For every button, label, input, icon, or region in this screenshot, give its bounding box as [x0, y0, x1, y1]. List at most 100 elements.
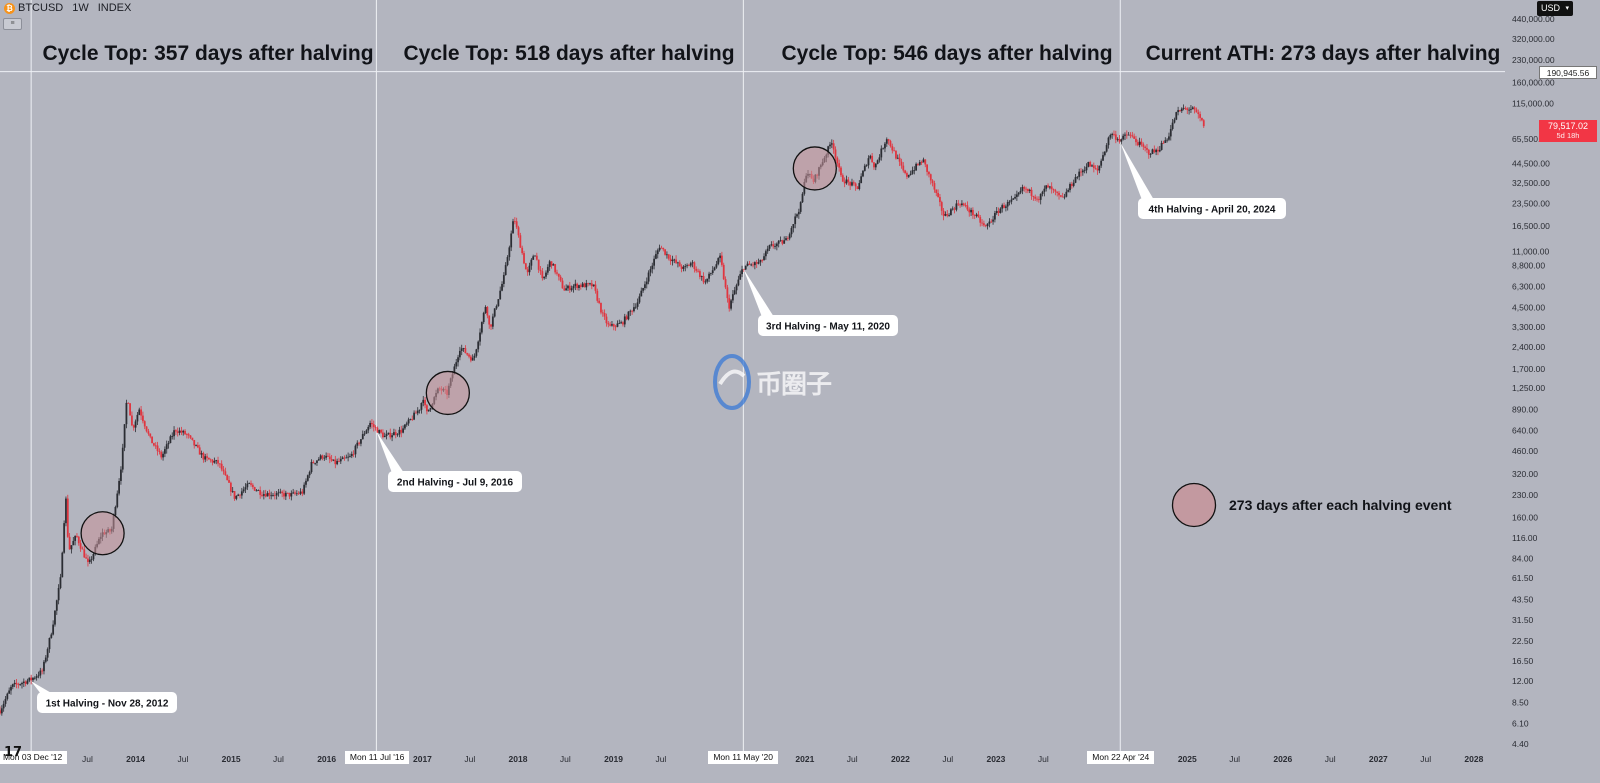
symbol-header: ₿ BTCUSD 1W INDEX: [0, 0, 140, 16]
candle-body: [87, 558, 89, 562]
candle-body: [592, 284, 595, 287]
interval-label[interactable]: 1W: [72, 2, 89, 14]
candle-body: [303, 484, 306, 494]
y-tick-label: 11,000.00: [1512, 246, 1549, 256]
candle-body: [301, 491, 304, 494]
candle-body: [979, 217, 982, 223]
candle-body: [246, 483, 249, 488]
candle-body: [398, 429, 401, 435]
candle-body: [266, 492, 269, 497]
candle-body: [327, 455, 329, 457]
candle-body: [552, 264, 555, 266]
candle-body: [66, 498, 69, 537]
candle-body: [715, 264, 718, 268]
candle-body: [918, 162, 921, 165]
candle-body: [1001, 205, 1004, 209]
candle-body: [709, 272, 712, 274]
candle-body: [1087, 162, 1090, 167]
candle-body: [827, 146, 830, 155]
candle-body: [484, 306, 487, 314]
candle-body: [984, 225, 987, 227]
candle-body: [11, 684, 14, 687]
candle-body: [733, 290, 736, 295]
candle-body: [913, 170, 916, 172]
candle-body: [568, 285, 571, 291]
candle-body: [195, 445, 197, 446]
currency-select[interactable]: USD ▾: [1537, 1, 1573, 16]
candle-body: [578, 285, 580, 289]
candle-body: [455, 362, 458, 367]
candle-body: [772, 244, 775, 247]
candle-body: [380, 429, 383, 433]
y-tick-label: 320.00: [1512, 469, 1538, 479]
candle-body: [1006, 202, 1009, 207]
candle-body: [1118, 138, 1121, 142]
candle-body: [1034, 196, 1037, 199]
candle-body: [746, 263, 749, 266]
candle-body: [416, 410, 419, 414]
candle-body: [1008, 201, 1011, 203]
candle-body: [926, 164, 929, 172]
candle-body: [316, 460, 318, 463]
candle-body: [1201, 117, 1203, 121]
candle-body: [1111, 133, 1114, 136]
candle-body: [1076, 176, 1079, 178]
legend-circle: [1171, 482, 1217, 528]
candle-body: [1058, 192, 1060, 196]
candle-body: [187, 434, 190, 436]
candle-body: [548, 261, 551, 268]
candle-body: [167, 443, 170, 445]
candle-body: [468, 354, 470, 357]
tradingview-logo-icon[interactable]: 17: [4, 745, 23, 760]
candle-body: [1149, 153, 1152, 155]
candle-body: [1188, 109, 1191, 111]
candle-body: [52, 624, 55, 635]
x-date-tag: Mon 22 Apr '24: [1087, 751, 1155, 764]
candle-body: [970, 209, 972, 213]
candle-body: [713, 267, 716, 271]
candle-body: [235, 495, 238, 499]
candle-body: [306, 475, 309, 481]
candle-body: [290, 493, 293, 497]
candle-body: [719, 255, 721, 259]
candle-body: [173, 430, 175, 437]
candle-body: [1109, 135, 1112, 138]
candle-body: [1026, 188, 1029, 192]
candle-body: [396, 434, 399, 436]
candle-body: [142, 415, 144, 422]
candle-body: [711, 270, 714, 273]
candle-body: [341, 457, 344, 460]
candle-body: [114, 506, 117, 516]
candle-body: [739, 274, 742, 280]
candle-body: [268, 492, 271, 496]
candle-body: [352, 453, 355, 455]
y-tick-label: 16.50: [1512, 656, 1534, 666]
candle-body: [178, 430, 181, 433]
candle-body: [682, 266, 685, 269]
candle-body: [140, 409, 142, 416]
candle-body: [858, 183, 861, 190]
candle-body: [885, 139, 888, 144]
symbol-label[interactable]: BTCUSD: [18, 2, 64, 14]
candle-body: [1190, 109, 1192, 110]
candle-body: [1129, 134, 1132, 136]
candle-body: [841, 175, 844, 182]
candle-body: [1177, 110, 1180, 113]
collapse-legend-button[interactable]: ≡: [3, 18, 22, 30]
candle-body: [669, 258, 672, 262]
candle-body: [415, 412, 417, 414]
candle-body: [854, 183, 857, 187]
candle-body: [153, 443, 155, 446]
candle-body: [755, 262, 758, 264]
candle-body: [638, 296, 641, 303]
candle-body: [83, 549, 86, 558]
candle-body: [365, 430, 368, 434]
candle-body: [664, 249, 666, 255]
candle-body: [138, 409, 141, 415]
candle-body: [977, 214, 980, 218]
candle-body: [464, 348, 467, 354]
candle-body: [28, 677, 31, 681]
candle-body: [462, 348, 465, 349]
candle-body: [515, 221, 518, 228]
